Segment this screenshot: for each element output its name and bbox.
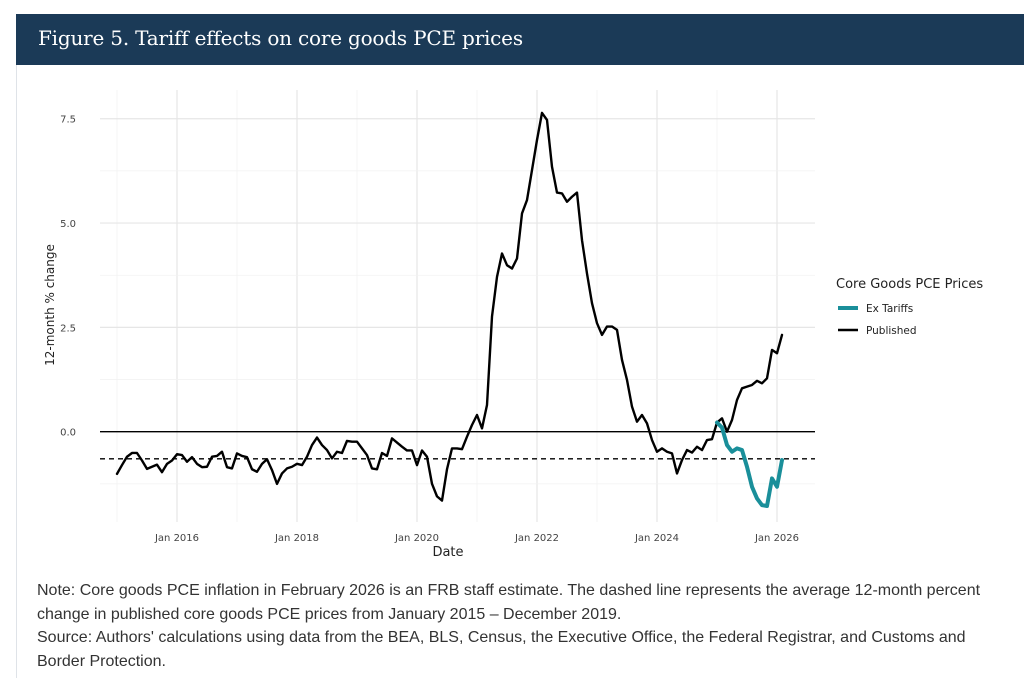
x-tick-label: Jan 2024	[634, 533, 679, 544]
y-tick-label: 2.5	[60, 323, 76, 334]
legend-title: Core Goods PCE Prices	[836, 277, 983, 292]
x-tick-label: Jan 2026	[754, 533, 799, 544]
y-tick-label: 0.0	[60, 428, 76, 439]
legend-label-published: Published	[866, 325, 917, 337]
reference-lines	[100, 431, 815, 460]
figure-title: Figure 5. Tariff effects on core goods P…	[38, 26, 523, 50]
legend: Core Goods PCE Prices Ex Tariffs Publish…	[836, 277, 983, 337]
y-tick-label: 5.0	[60, 219, 76, 230]
series-lines	[115, 111, 784, 508]
grid	[100, 90, 815, 522]
y-axis-ticks: 0.0 2.5 5.0 7.5	[60, 115, 76, 439]
x-tick-label: Jan 2020	[394, 533, 439, 544]
source-text: Source: Authors' calculations using data…	[37, 629, 966, 670]
x-axis-label: Date	[432, 545, 463, 560]
legend-label-ex-tariffs: Ex Tariffs	[866, 303, 913, 315]
note-text: Note: Core goods PCE inflation in Februa…	[37, 582, 981, 623]
figure-notes: Note: Core goods PCE inflation in Februa…	[37, 579, 997, 673]
x-axis-ticks: Jan 2016 Jan 2018 Jan 2020 Jan 2022 Jan 2024…	[154, 533, 799, 544]
chart: 0.02.55.07.5 Jan 2016 Jan 2018 Jan 2020 Jan…	[43, 90, 983, 560]
y-axis-label: 12-month % change	[43, 244, 57, 366]
y-tick-label: 7.5	[60, 115, 76, 126]
x-tick-label: Jan 2016	[154, 533, 199, 544]
figure-card	[16, 14, 1024, 678]
x-tick-label: Jan 2022	[514, 533, 559, 544]
series-line-published	[115, 111, 784, 502]
x-tick-label: Jan 2018	[274, 533, 319, 544]
figure-header: Figure 5. Tariff effects on core goods P…	[16, 14, 1024, 65]
series-line-ex-tariffs	[715, 420, 784, 508]
